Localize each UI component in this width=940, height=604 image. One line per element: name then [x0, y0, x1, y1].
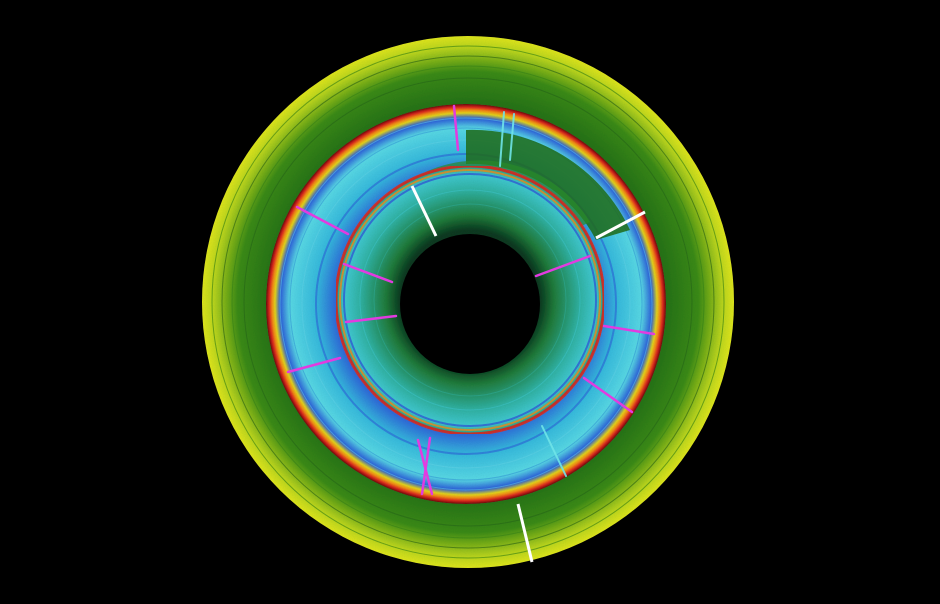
magenta-streaks [286, 104, 656, 496]
center-hole [400, 234, 540, 374]
white-seams [410, 185, 646, 563]
cyan-streaks [499, 111, 567, 477]
